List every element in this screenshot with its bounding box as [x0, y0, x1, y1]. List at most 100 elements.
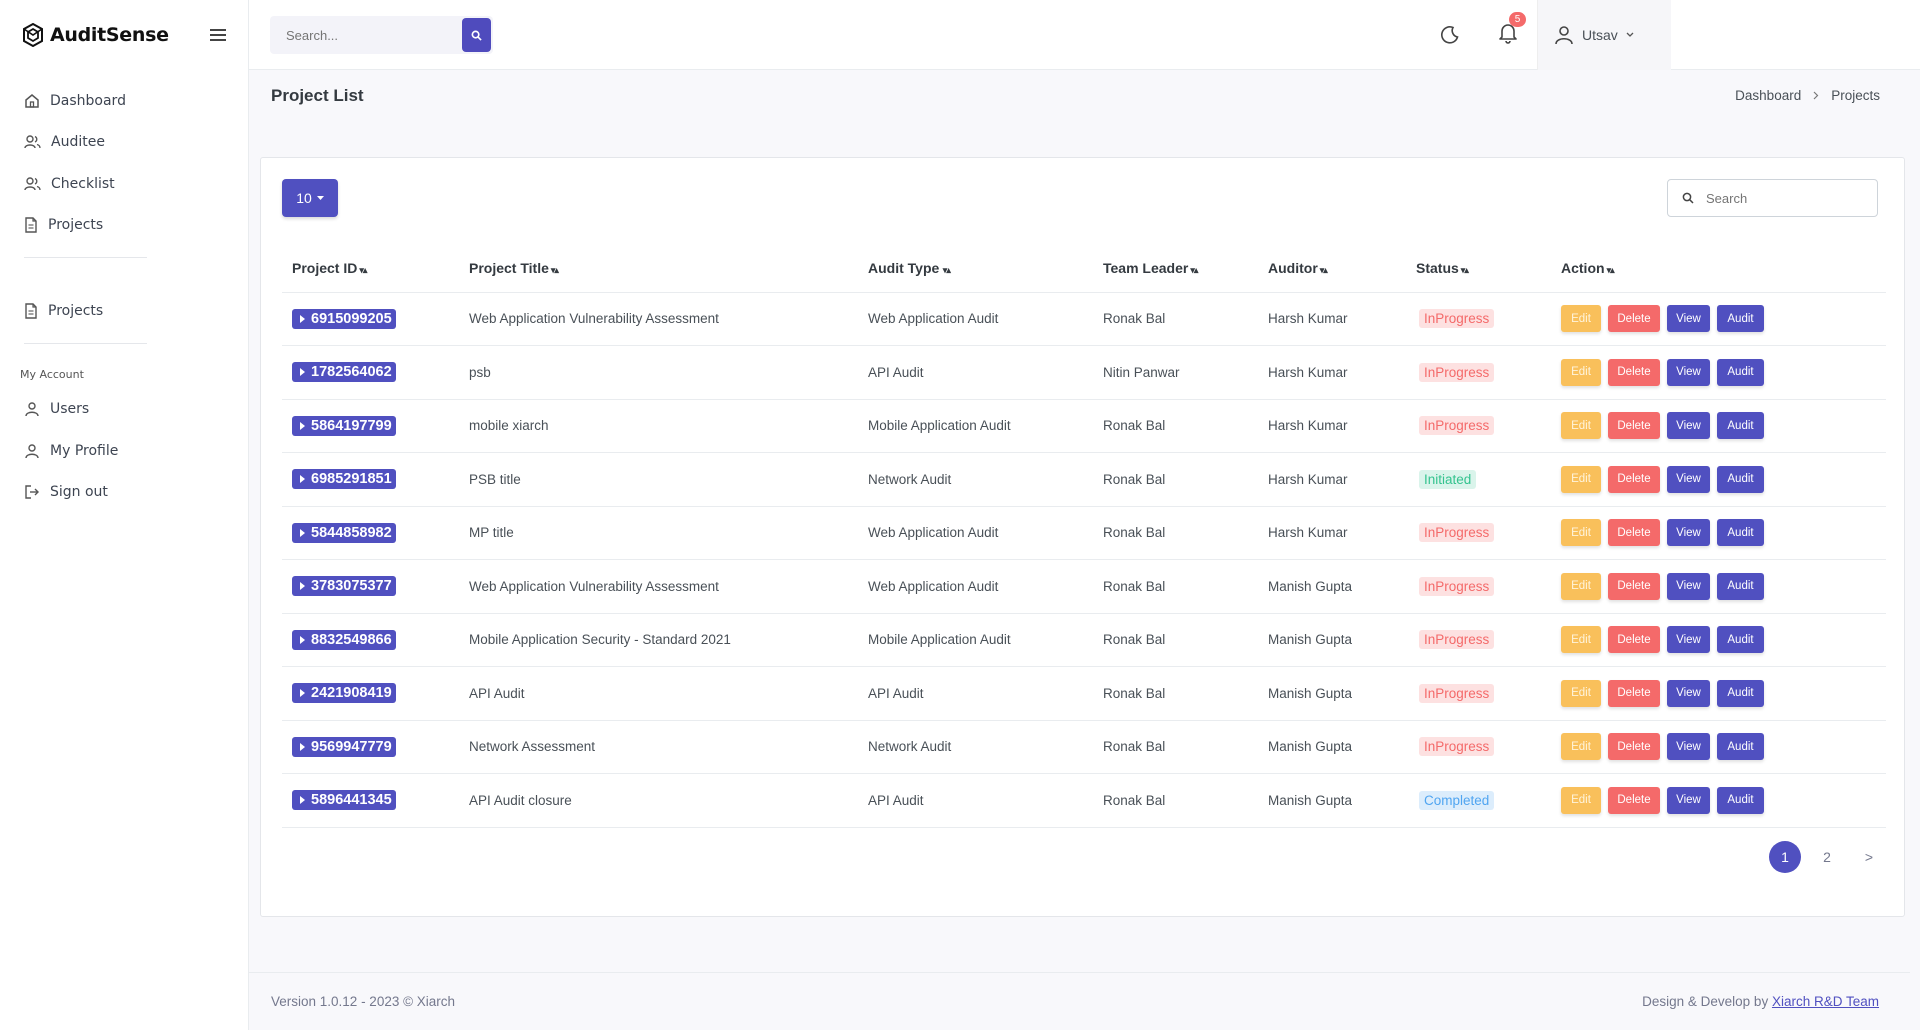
- view-button[interactable]: View: [1667, 412, 1710, 440]
- sidebar-item-checklist[interactable]: Checklist: [0, 163, 248, 205]
- view-button[interactable]: View: [1667, 626, 1710, 654]
- edit-button[interactable]: Edit: [1561, 572, 1601, 600]
- breadcrumb-projects: Projects: [1831, 88, 1880, 103]
- view-button[interactable]: View: [1667, 465, 1710, 493]
- audit-button[interactable]: Audit: [1717, 572, 1764, 600]
- view-button[interactable]: View: [1667, 679, 1710, 707]
- edit-button[interactable]: Edit: [1561, 465, 1601, 493]
- view-button[interactable]: View: [1667, 358, 1710, 386]
- sidebar-item-auditee[interactable]: Auditee: [0, 122, 248, 164]
- edit-button[interactable]: Edit: [1561, 519, 1601, 547]
- project-id-badge[interactable]: 3783075377: [292, 576, 396, 597]
- view-button[interactable]: View: [1667, 519, 1710, 547]
- cell-team-leader: Ronak Bal: [1103, 399, 1268, 453]
- project-id-value: 3783075377: [311, 578, 392, 595]
- column-header-team-leader[interactable]: Team Leader ▾▴: [1103, 245, 1268, 293]
- edit-button[interactable]: Edit: [1561, 679, 1601, 707]
- edit-button[interactable]: Edit: [1561, 786, 1601, 814]
- search-input[interactable]: [270, 16, 462, 54]
- audit-button[interactable]: Audit: [1717, 626, 1764, 654]
- delete-button[interactable]: Delete: [1608, 572, 1660, 600]
- delete-button[interactable]: Delete: [1608, 786, 1660, 814]
- notifications-button[interactable]: [1498, 22, 1518, 47]
- delete-button[interactable]: Delete: [1608, 679, 1660, 707]
- page-length-dropdown[interactable]: 10: [282, 179, 338, 217]
- cell-audit-type: Mobile Application Audit: [868, 399, 1103, 453]
- edit-button[interactable]: Edit: [1561, 305, 1601, 333]
- sidebar-item-my-profile[interactable]: My Profile: [0, 430, 248, 472]
- column-header-audit-type[interactable]: Audit Type ▾▴: [868, 245, 1103, 293]
- cell-project-id: 5844858982: [282, 506, 469, 560]
- project-id-badge[interactable]: 9569947779: [292, 736, 396, 757]
- cell-actions: Edit Delete View Audit: [1561, 666, 1886, 721]
- status-badge: InProgress: [1419, 309, 1495, 329]
- project-id-badge[interactable]: 5864197799: [292, 415, 396, 436]
- table-search-input[interactable]: [1706, 190, 1856, 206]
- sidebar-item-dashboard[interactable]: Dashboard: [0, 80, 248, 122]
- sidebar-item-users[interactable]: Users: [0, 389, 248, 431]
- audit-button[interactable]: Audit: [1717, 412, 1764, 440]
- sidebar-item-projects[interactable]: Projects: [0, 205, 248, 247]
- sidebar-item-sign-out[interactable]: Sign out: [0, 472, 248, 514]
- edit-button[interactable]: Edit: [1561, 626, 1601, 654]
- column-header-action[interactable]: Action ▾▴: [1561, 245, 1886, 293]
- project-id-badge[interactable]: 6915099205: [292, 308, 396, 329]
- project-id-badge[interactable]: 5896441345: [292, 790, 396, 811]
- audit-button[interactable]: Audit: [1717, 679, 1764, 707]
- view-button[interactable]: View: [1667, 572, 1710, 600]
- project-id-badge[interactable]: 5844858982: [292, 522, 396, 543]
- view-button[interactable]: View: [1667, 786, 1710, 814]
- audit-button[interactable]: Audit: [1717, 733, 1764, 761]
- cell-status: InProgress: [1416, 345, 1561, 400]
- project-id-badge[interactable]: 2421908419: [292, 683, 396, 704]
- edit-button[interactable]: Edit: [1561, 412, 1601, 440]
- page-1-button[interactable]: 1: [1769, 841, 1801, 873]
- cell-project-id: 9569947779: [282, 720, 469, 774]
- user-menu[interactable]: Utsav: [1537, 0, 1671, 70]
- caret-right-icon: [300, 635, 305, 644]
- menu-toggle-icon[interactable]: [210, 28, 226, 42]
- cell-audit-type: Mobile Application Audit: [868, 613, 1103, 667]
- footer-credit-link[interactable]: Xiarch R&D Team: [1771, 994, 1879, 1009]
- status-badge: InProgress: [1419, 683, 1495, 703]
- delete-button[interactable]: Delete: [1608, 733, 1660, 761]
- cell-team-leader: Ronak Bal: [1103, 506, 1268, 560]
- view-button[interactable]: View: [1667, 733, 1710, 761]
- audit-button[interactable]: Audit: [1717, 786, 1764, 814]
- delete-button[interactable]: Delete: [1608, 519, 1660, 547]
- page-2-button[interactable]: 2: [1823, 849, 1831, 865]
- cell-team-leader: Ronak Bal: [1103, 666, 1268, 721]
- dark-mode-toggle[interactable]: [1440, 25, 1460, 48]
- column-header-project-id[interactable]: Project ID ▾▴: [282, 245, 469, 293]
- column-header-status[interactable]: Status ▾▴: [1416, 245, 1561, 293]
- search-icon: [1682, 192, 1694, 204]
- project-id-badge[interactable]: 8832549866: [292, 629, 396, 650]
- cell-audit-type: Network Audit: [868, 720, 1103, 774]
- column-header-auditor[interactable]: Auditor ▾▴: [1268, 245, 1416, 293]
- cell-actions: Edit Delete View Audit: [1561, 399, 1886, 453]
- project-id-badge[interactable]: 1782564062: [292, 362, 396, 383]
- edit-button[interactable]: Edit: [1561, 358, 1601, 386]
- logo[interactable]: AuditSense: [22, 23, 169, 47]
- delete-button[interactable]: Delete: [1608, 412, 1660, 440]
- cell-project-id: 6915099205: [282, 292, 469, 346]
- delete-button[interactable]: Delete: [1608, 358, 1660, 386]
- search-button[interactable]: [462, 18, 491, 52]
- breadcrumb-dashboard[interactable]: Dashboard: [1735, 88, 1802, 103]
- edit-button[interactable]: Edit: [1561, 733, 1601, 761]
- audit-button[interactable]: Audit: [1717, 358, 1764, 386]
- cell-audit-type: API Audit: [868, 773, 1103, 828]
- delete-button[interactable]: Delete: [1608, 305, 1660, 333]
- view-button[interactable]: View: [1667, 305, 1710, 333]
- caret-right-icon: [300, 475, 305, 484]
- column-header-project-title[interactable]: Project Title ▾▴: [469, 245, 868, 293]
- project-id-badge[interactable]: 6985291851: [292, 469, 396, 490]
- delete-button[interactable]: Delete: [1608, 626, 1660, 654]
- audit-button[interactable]: Audit: [1717, 305, 1764, 333]
- audit-button[interactable]: Audit: [1717, 465, 1764, 493]
- table-row: 6985291851 PSB title Network Audit Ronak Ba…: [282, 452, 1886, 507]
- audit-button[interactable]: Audit: [1717, 519, 1764, 547]
- sidebar-item-projects-secondary[interactable]: Projects: [0, 290, 248, 332]
- delete-button[interactable]: Delete: [1608, 465, 1660, 493]
- next-page-button[interactable]: >: [1864, 849, 1874, 865]
